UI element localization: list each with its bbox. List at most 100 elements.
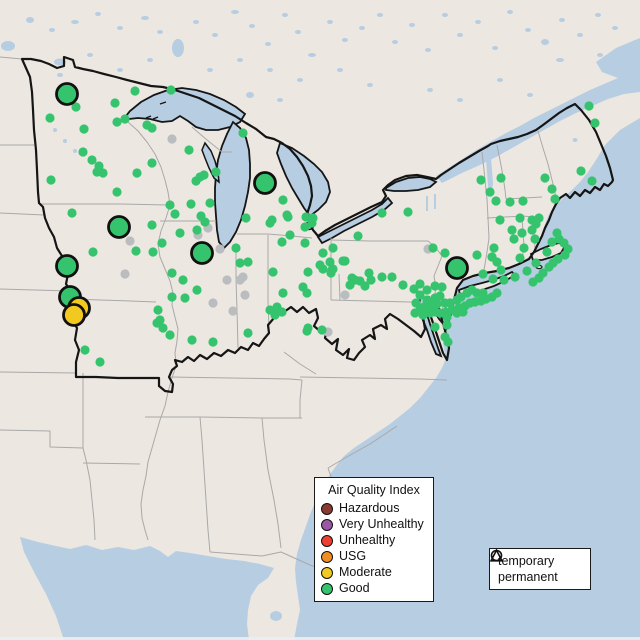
permanent-station-good-dot <box>130 86 140 96</box>
permanent-station-good-dot <box>428 243 438 253</box>
permanent-station-good-dot <box>491 196 501 206</box>
aqi-legend-label: USG <box>339 549 367 564</box>
permanent-station-good-dot <box>366 275 376 285</box>
permanent-station-inactive-dot <box>238 272 248 282</box>
permanent-station-good-dot <box>95 357 105 367</box>
permanent-station-good-dot <box>80 345 90 355</box>
permanent-station-good-dot <box>590 118 600 128</box>
permanent-station-good-dot <box>443 337 453 347</box>
permanent-station-good-dot <box>192 225 202 235</box>
permanent-station-good-dot <box>445 298 455 308</box>
permanent-station-good-dot <box>499 275 509 285</box>
aqi-color-swatch <box>321 518 333 531</box>
permanent-station-good-dot <box>530 234 540 244</box>
permanent-station-good-dot <box>298 282 308 292</box>
temporary-station-marker-good <box>190 241 214 265</box>
marker-type-label: permanent <box>498 569 558 584</box>
permanent-station-good-dot <box>440 248 450 258</box>
permanent-station-good-dot <box>180 293 190 303</box>
permanent-station-good-dot <box>472 250 482 260</box>
permanent-station-good-dot <box>518 196 528 206</box>
permanent-station-good-dot <box>147 123 157 133</box>
permanent-station-good-dot <box>195 172 205 182</box>
aqi-legend: Air Quality Index Hazardous Very Unhealth… <box>314 477 434 602</box>
lake-huron <box>276 141 331 218</box>
permanent-station-good-dot <box>241 213 251 223</box>
permanent-station-good-dot <box>353 231 363 241</box>
permanent-station-good-dot <box>403 207 413 217</box>
permanent-station-good-dot <box>576 166 586 176</box>
permanent-station-good-dot <box>147 158 157 168</box>
aqi-legend-row: USG <box>321 549 427 564</box>
permanent-station-good-dot <box>67 208 77 218</box>
permanent-station-good-dot <box>45 113 55 123</box>
permanent-station-good-dot <box>542 247 552 257</box>
permanent-station-good-dot <box>277 307 287 317</box>
permanent-station-good-dot <box>71 102 81 112</box>
apostle-islands <box>145 101 167 120</box>
temporary-station-marker-good <box>107 215 131 239</box>
permanent-station-good-dot <box>88 247 98 257</box>
aqi-legend-label: Very Unhealthy <box>339 517 424 532</box>
permanent-station-good-dot <box>87 155 97 165</box>
marker-type-legend-items: temporary permanent <box>490 549 584 584</box>
permanent-station-good-dot <box>120 114 130 124</box>
aqi-legend-label: Unhealthy <box>339 533 396 548</box>
permanent-station-good-dot <box>308 213 318 223</box>
permanent-station-good-dot <box>243 257 253 267</box>
permanent-station-good-dot <box>178 275 188 285</box>
permanent-station-good-dot <box>110 98 120 108</box>
lake-erie <box>316 196 394 245</box>
gulf-st-lawrence <box>596 38 640 78</box>
permanent-station-good-dot <box>131 246 141 256</box>
permanent-station-good-dot <box>509 234 519 244</box>
permanent-station-good-dot <box>364 268 374 278</box>
permanent-station-good-dot <box>534 213 544 223</box>
permanent-station-good-dot <box>422 285 432 295</box>
permanent-station-good-dot <box>522 266 532 276</box>
permanent-station-good-dot <box>505 197 515 207</box>
permanent-station-good-dot <box>547 237 557 247</box>
permanent-station-good-dot <box>411 298 421 308</box>
marker-type-legend: temporary permanent <box>489 548 591 590</box>
aqi-legend-row: Unhealthy <box>321 533 427 548</box>
permanent-station-good-dot <box>243 328 253 338</box>
permanent-station-good-dot <box>418 310 428 320</box>
aqi-color-swatch <box>321 502 333 515</box>
permanent-station-good-dot <box>318 248 328 258</box>
permanent-station-good-dot <box>425 300 435 310</box>
permanent-station-good-dot <box>112 117 122 127</box>
temporary-station-marker-moderate <box>62 303 86 327</box>
permanent-triangle-icon <box>490 549 503 562</box>
permanent-station-good-dot <box>584 101 594 111</box>
permanent-station-good-dot <box>458 307 468 317</box>
permanent-station-good-dot <box>347 273 357 283</box>
permanent-station-good-dot <box>175 228 185 238</box>
permanent-station-good-dot <box>153 305 163 315</box>
permanent-station-good-dot <box>167 292 177 302</box>
permanent-station-inactive-dot <box>215 244 225 254</box>
permanent-station-inactive-dot <box>240 290 250 300</box>
permanent-station-good-dot <box>268 267 278 277</box>
aqi-color-swatch <box>321 566 333 579</box>
permanent-station-good-dot <box>46 175 56 185</box>
permanent-station-good-dot <box>282 210 292 220</box>
permanent-station-good-dot <box>166 85 176 95</box>
permanent-station-good-dot <box>515 213 525 223</box>
marker-type-row: temporary <box>490 549 584 567</box>
aqi-legend-label: Hazardous <box>339 501 400 516</box>
permanent-station-good-dot <box>300 222 310 232</box>
permanent-station-good-dot <box>132 168 142 178</box>
small-lakes-layer <box>1 10 618 621</box>
aqi-legend-row: Moderate <box>321 566 427 579</box>
permanent-station-inactive-dot <box>208 298 218 308</box>
permanent-station-good-dot <box>495 215 505 225</box>
permanent-station-good-dot <box>167 268 177 278</box>
permanent-station-good-dot <box>432 299 442 309</box>
aqi-legend-title: Air Quality Index <box>328 483 420 497</box>
temporary-station-marker-good <box>55 254 79 278</box>
temporary-station-marker-good <box>253 171 277 195</box>
permanent-station-good-dot <box>79 124 89 134</box>
permanent-station-good-dot <box>300 238 310 248</box>
permanent-station-good-dot <box>410 308 420 318</box>
